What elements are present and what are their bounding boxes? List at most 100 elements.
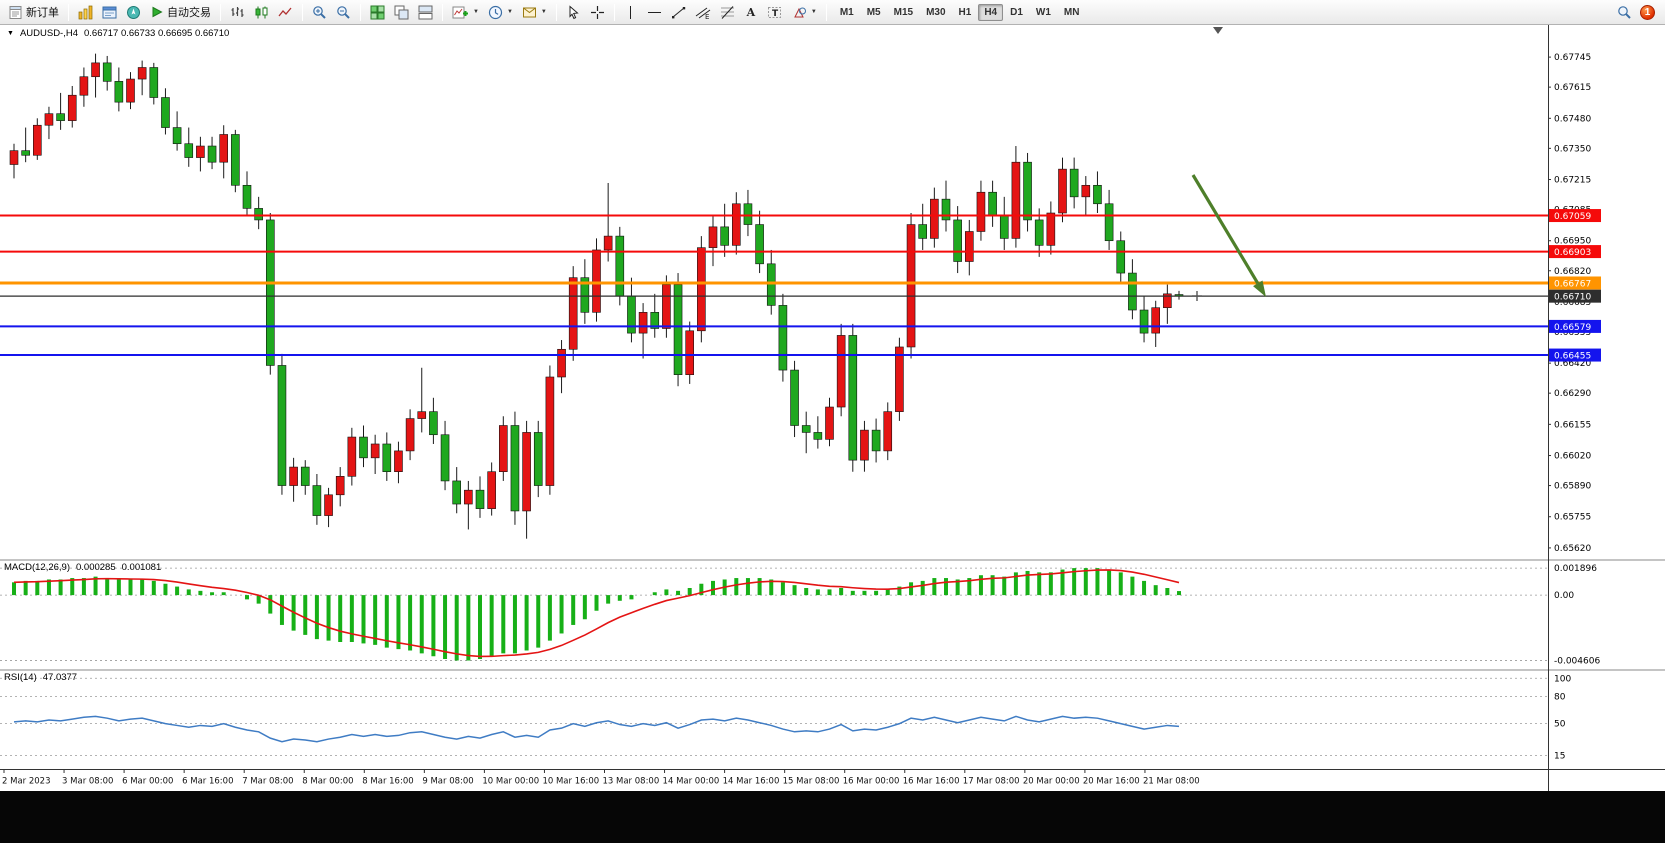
candlestick-series: [9, 53, 1184, 539]
text-button[interactable]: A: [740, 2, 762, 23]
cursor-button[interactable]: [562, 2, 585, 23]
svg-text:0.65620: 0.65620: [1554, 544, 1591, 554]
tile-horizontal-icon: [418, 5, 433, 19]
svg-text:10 Mar 16:00: 10 Mar 16:00: [542, 777, 599, 787]
chart-title-bar: ▼ AUDUSD-,H4 0.66717 0.66733 0.66695 0.6…: [7, 28, 229, 39]
zoom-in-button[interactable]: [308, 2, 331, 23]
svg-text:50: 50: [1554, 720, 1566, 730]
svg-text:20 Mar 00:00: 20 Mar 00:00: [1023, 777, 1080, 787]
main-toolbar: 新订单 自动交易 ▼: [0, 0, 1665, 25]
timeframe-w1-button[interactable]: W1: [1035, 6, 1051, 18]
navigator-button[interactable]: [122, 2, 145, 23]
tile-windows-icon: [370, 5, 385, 19]
timeframe-m1-button[interactable]: M1: [839, 6, 854, 18]
macd-indicator: 0.001896 0.00 -0.004606: [0, 564, 1600, 667]
timeframe-h4-button[interactable]: H4: [978, 3, 1004, 21]
horizontal-lines: 0.67059 0.66903 0.66767 0.66710 0.66579 0.664…: [0, 209, 1601, 362]
fibonacci-icon: [720, 5, 734, 19]
svg-text:8 Mar 16:00: 8 Mar 16:00: [362, 777, 413, 787]
svg-text:E: E: [705, 13, 709, 20]
svg-text:0.66455: 0.66455: [1554, 352, 1591, 362]
trendline-icon: [671, 6, 686, 18]
toolbar-separator: [555, 3, 557, 21]
crosshair-button[interactable]: [586, 2, 609, 23]
chart-shift-marker[interactable]: [1213, 27, 1223, 34]
zoom-out-button[interactable]: [332, 2, 355, 23]
svg-text:0.66950: 0.66950: [1554, 237, 1591, 247]
fibonacci-button[interactable]: [716, 2, 739, 23]
axis-price-label-box: [1549, 209, 1601, 223]
search-icon[interactable]: [1617, 5, 1632, 20]
periods-button[interactable]: ▼: [484, 2, 517, 23]
svg-text:80: 80: [1554, 692, 1566, 702]
timeframe-m5-button[interactable]: M5: [866, 6, 881, 18]
svg-text:2 Mar 2023: 2 Mar 2023: [2, 777, 50, 787]
rsi-value: 47.0377: [42, 672, 78, 683]
svg-text:0.67615: 0.67615: [1554, 83, 1591, 93]
candlestick-chart-button[interactable]: [250, 2, 273, 23]
tile-windows-button[interactable]: [366, 2, 389, 23]
new-order-button[interactable]: 新订单: [4, 2, 63, 23]
new-order-icon: [9, 5, 22, 19]
toolbar-separator: [360, 3, 361, 21]
svg-text:0.67745: 0.67745: [1554, 53, 1591, 63]
navigator-icon: [127, 5, 140, 19]
autotrading-button[interactable]: 自动交易: [146, 2, 215, 23]
svg-text:T: T: [772, 9, 779, 19]
chart-symbol-period: AUDUSD-,H4: [19, 28, 78, 39]
svg-text:0.65755: 0.65755: [1554, 513, 1591, 523]
cascade-windows-button[interactable]: [390, 2, 413, 23]
arrow-shapes-icon: [794, 7, 806, 17]
svg-text:16 Mar 00:00: 16 Mar 00:00: [843, 777, 900, 787]
axis-price-label-box: [1549, 289, 1601, 303]
svg-text:0.67350: 0.67350: [1554, 144, 1591, 154]
chart-ohlc-values: 0.66717 0.66733 0.66695 0.66710: [84, 28, 230, 39]
template-icon: [522, 7, 536, 17]
svg-text:14 Mar 00:00: 14 Mar 00:00: [663, 777, 720, 787]
arrows-button[interactable]: ▼: [787, 2, 821, 23]
toolbar-separator: [825, 3, 827, 21]
axis-price-label-box: [1549, 276, 1601, 290]
svg-text:0.66579: 0.66579: [1554, 323, 1591, 333]
data-window-button[interactable]: [98, 2, 121, 23]
timeframe-toolbar: M1 M5 M15 M30 H1 H4 D1 W1 MN: [834, 3, 1086, 21]
svg-text:13 Mar 08:00: 13 Mar 08:00: [603, 777, 660, 787]
timeframe-h1-button[interactable]: H1: [958, 6, 972, 18]
svg-text:10 Mar 00:00: 10 Mar 00:00: [482, 777, 539, 787]
indicators-button[interactable]: ▼: [448, 2, 483, 23]
templates-button[interactable]: ▼: [518, 2, 551, 23]
svg-text:7 Mar 08:00: 7 Mar 08:00: [242, 777, 293, 787]
bar-chart-button[interactable]: [226, 2, 249, 23]
toolbar-separator: [220, 3, 221, 21]
autotrading-icon: [152, 6, 163, 18]
macd-signal-line: [13, 569, 1180, 658]
cascade-windows-icon: [394, 5, 409, 19]
zoom-out-icon: [337, 5, 350, 19]
text-label-button[interactable]: T: [763, 2, 786, 23]
svg-text:0.00: 0.00: [1554, 591, 1574, 601]
timeframe-d1-button[interactable]: D1: [1010, 6, 1023, 18]
timeframe-m15-button[interactable]: M15: [893, 6, 914, 18]
timeframe-mn-button[interactable]: MN: [1063, 6, 1080, 18]
chevron-down-icon: ▼: [810, 9, 817, 15]
market-watch-button[interactable]: [74, 2, 97, 23]
channel-button[interactable]: E: [691, 2, 715, 23]
trendline-button[interactable]: [667, 2, 690, 23]
equidistant-channel-icon: E: [695, 7, 711, 20]
svg-text:0.67059: 0.67059: [1554, 212, 1591, 222]
line-chart-button[interactable]: [274, 2, 297, 23]
notification-badge[interactable]: 1: [1640, 4, 1655, 20]
trend-arrow-annotation[interactable]: [1191, 174, 1266, 297]
svg-text:15 Mar 08:00: 15 Mar 08:00: [783, 777, 840, 787]
new-order-label: 新订单: [26, 7, 59, 19]
horizontal-line-button[interactable]: [643, 2, 666, 23]
market-watch-icon: [78, 5, 93, 19]
chart-collapse-icon[interactable]: ▼: [7, 30, 14, 37]
timeframe-m30-button[interactable]: M30: [926, 6, 946, 18]
macd-label: MACD(12,26,9): [4, 562, 70, 573]
svg-text:20 Mar 16:00: 20 Mar 16:00: [1083, 777, 1140, 787]
tile-horizontal-button[interactable]: [414, 2, 437, 23]
svg-text:0.67480: 0.67480: [1554, 114, 1591, 124]
vertical-line-button[interactable]: [620, 2, 642, 23]
